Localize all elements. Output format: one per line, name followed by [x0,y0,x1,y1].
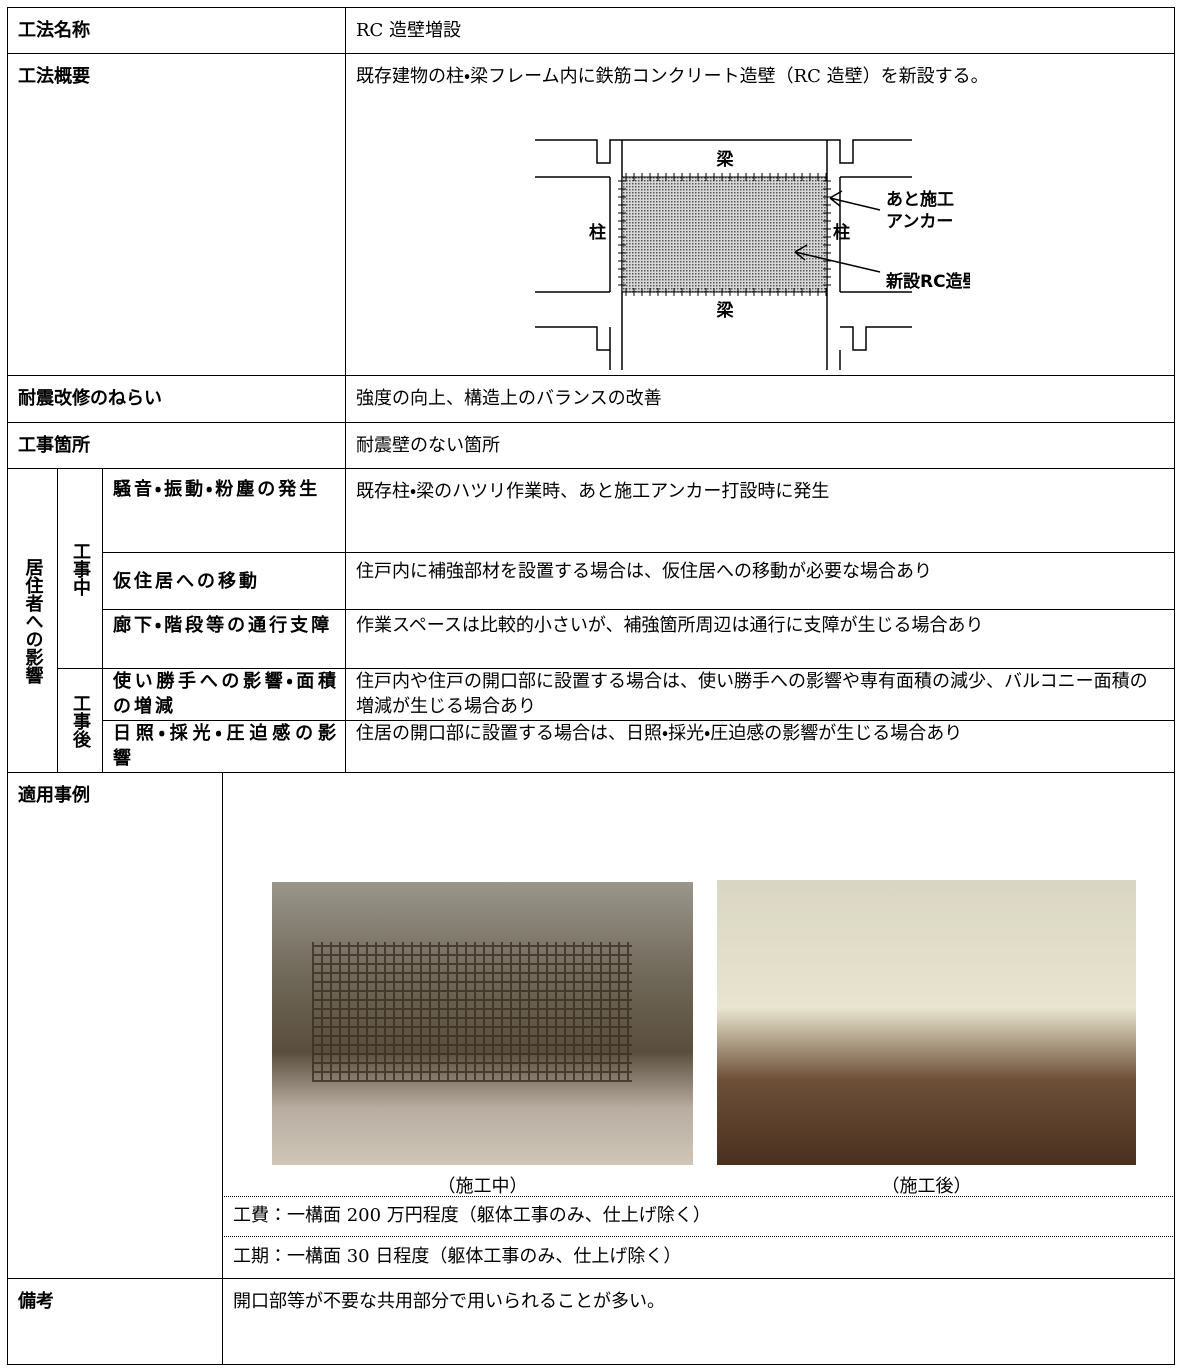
label-cell: 適用事例 [7,772,223,1279]
impact-text: 既存柱・梁のハツリ作業時、あと施工アンカー打設時に発生 [345,468,1175,553]
anchor-ticks [618,173,831,296]
label-cell: 工法名称 [7,7,346,54]
value-cell: 耐震壁のない箇所 [345,422,1175,469]
impact-text: 住戸内や住戸の開口部に設置する場合は、使い勝手への影響や専有面積の減少、バルコニ… [345,668,1175,721]
label-cell: 耐震改修のねらい [7,375,346,423]
photo-after [717,880,1136,1165]
value-cell: RC 造壁増設 [345,7,1175,54]
diagram-label: 新設RC造壁 [885,271,970,292]
diagram-label: 柱 [833,222,850,243]
impact-item: 廊下・階段等の通行支障 [102,609,346,669]
diagram: 梁 梁 柱 柱 あと施工 アンカー 新設RC造壁 [535,139,970,370]
impact-item: 使い勝手への影響・面積の増減 [102,668,346,721]
photo-during [272,882,693,1165]
photo-caption: （施工中） [437,1176,528,1197]
diagram-label: 梁 [716,149,735,170]
photo-caption: （施工後） [881,1176,972,1197]
diagram-label: 梁 [716,300,735,321]
impact-item: 仮住居への移動 [102,552,346,610]
impact-item: 日照・採光・圧迫感の影響 [102,720,346,773]
diagram-label: 柱 [589,222,606,243]
phase-label: 工事中 [57,468,103,669]
diagram-label: あと施工 [886,189,954,210]
period-cell: 工期：一構面 30 日程度（躯体工事のみ、仕上げ除く） [222,1236,1175,1279]
impact-label: 居住者への影響 [7,468,58,773]
label-cell: 工法概要 [7,53,346,376]
impact-item: 騒音・振動・粉塵の発生 [102,468,346,553]
label-cell: 備考 [7,1278,223,1365]
value-cell: 強度の向上、構造上のバランスの改善 [345,375,1175,423]
rebar-grid [312,942,632,1082]
impact-text: 住居の開口部に設置する場合は、日照・採光・圧迫感の影響が生じる場合あり [345,720,1175,773]
overview-text: 既存建物の柱・梁フレーム内に鉄筋コンクリート造壁（RC 造壁）を新設する。 [356,66,989,87]
arrows [794,190,881,273]
new-wall [621,176,828,293]
label-cell: 工事箇所 [7,422,346,469]
cost-cell: 工費：一構面 200 万円程度（躯体工事のみ、仕上げ除く） [222,1196,1175,1237]
impact-text: 作業スペースは比較的小さいが、補強箇所周辺は通行に支障が生じる場合あり [345,609,1175,669]
diagram-label: アンカー [886,212,953,232]
impact-text: 住戸内に補強部材を設置する場合は、仮住居への移動が必要な場合あり [345,552,1175,610]
phase-label: 工事後 [57,668,103,773]
value-cell: 開口部等が不要な共用部分で用いられることが多い。 [222,1278,1175,1365]
